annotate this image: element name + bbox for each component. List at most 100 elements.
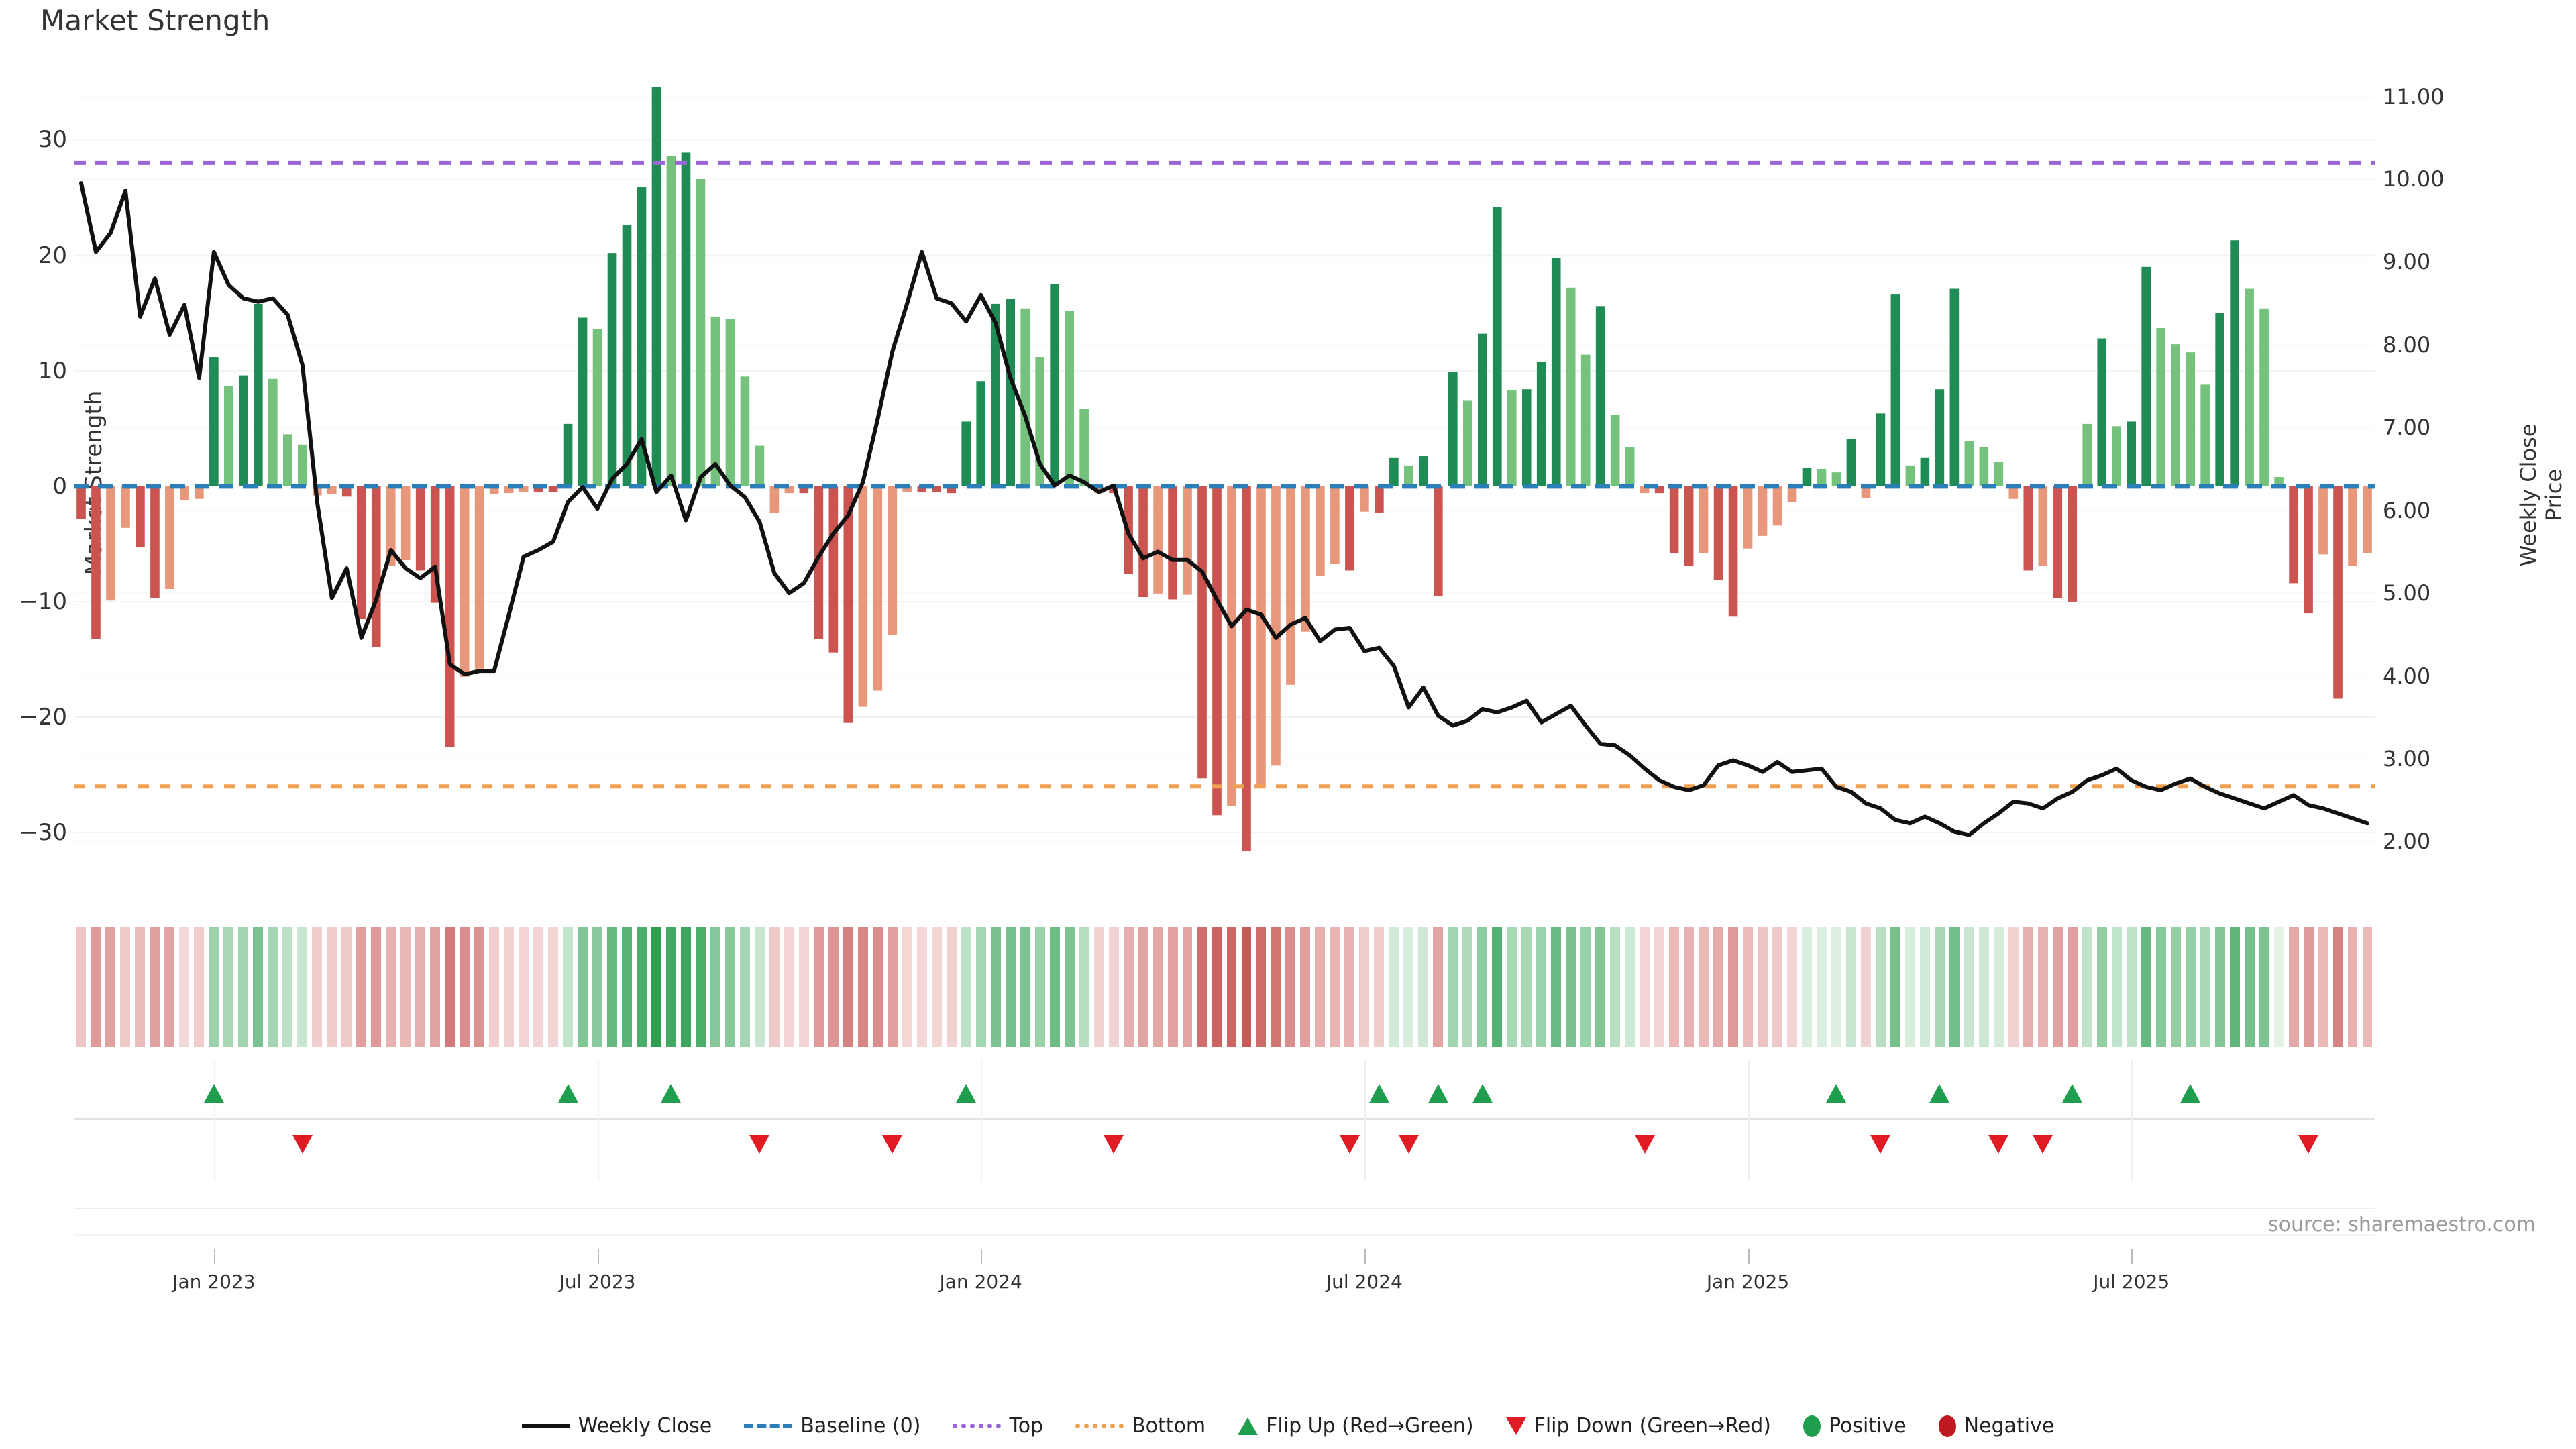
legend-item-bottom[interactable]: Bottom — [1075, 1414, 1205, 1438]
strength-bar — [1876, 413, 1886, 486]
heat-cell — [1241, 927, 1252, 1046]
strength-bar — [2068, 486, 2078, 602]
strength-bar — [1551, 258, 1561, 486]
strength-bar — [2259, 308, 2269, 486]
heat-cell — [784, 927, 794, 1046]
strength-bar — [2008, 486, 2019, 499]
strength-bar — [828, 486, 839, 653]
strength-bar — [592, 329, 602, 486]
legend-item-label: Flip Up (Red→Green) — [1266, 1414, 1474, 1438]
negative-dot-icon — [1938, 1415, 1956, 1437]
strength-bar — [1227, 486, 1236, 806]
strength-bar — [961, 421, 971, 486]
strength-bar — [991, 303, 1001, 486]
heat-cell — [2096, 927, 2107, 1046]
legend-item-top[interactable]: Top — [953, 1414, 1043, 1438]
heat-cell — [1256, 927, 1267, 1046]
heat-cell — [489, 927, 500, 1046]
strength-bar — [1375, 486, 1384, 513]
positive-dot-icon — [1803, 1415, 1821, 1437]
heat-cell — [356, 927, 367, 1046]
strength-heat-strip — [74, 927, 2375, 1046]
strength-bar — [784, 486, 794, 494]
legend-item-baseline[interactable]: Baseline (0) — [744, 1414, 920, 1438]
heat-cell — [1817, 927, 1827, 1046]
strength-bar — [888, 486, 898, 635]
heat-cell — [563, 927, 574, 1046]
heat-cell — [2332, 927, 2343, 1046]
strength-bar — [1065, 311, 1074, 486]
left-axis-tick-label: −30 — [19, 819, 67, 847]
strength-bar — [666, 156, 676, 486]
flip-down-marker — [1988, 1135, 2009, 1154]
flip-up-marker — [1929, 1084, 1950, 1103]
right-axis-tick-label: 7.00 — [2383, 415, 2431, 441]
strength-bar — [224, 386, 233, 486]
heat-cell — [592, 927, 602, 1046]
strength-bar — [2127, 421, 2137, 486]
heat-cell — [1138, 927, 1148, 1046]
flip-panel-gridline — [597, 1060, 599, 1181]
x-axis-tick — [2131, 1249, 2133, 1264]
strength-bar — [696, 178, 706, 486]
heat-cell — [1713, 927, 1724, 1046]
left-axis-tick-label: 20 — [38, 241, 67, 269]
market-strength-chart[interactable] — [74, 59, 2375, 879]
heat-cell — [1949, 927, 1960, 1046]
strength-bar — [1050, 284, 1059, 486]
heat-cell — [297, 927, 308, 1046]
heat-cell — [1831, 927, 1841, 1046]
strength-bar — [268, 378, 278, 486]
strength-bar — [474, 486, 484, 669]
heat-cell — [2082, 927, 2092, 1046]
heat-cell — [2347, 927, 2358, 1046]
legend-item-flip-up[interactable]: Flip Up (Red→Green) — [1238, 1414, 1474, 1438]
heat-cell — [2303, 927, 2314, 1046]
heat-cell — [445, 927, 455, 1046]
legend-item-negative[interactable]: Negative — [1938, 1414, 2054, 1438]
triangle-up-icon — [1238, 1417, 1258, 1435]
flip-down-marker — [2033, 1135, 2053, 1154]
weekly-close-swatch-icon — [521, 1424, 570, 1428]
heat-cell — [1212, 927, 1222, 1046]
x-axis-tick — [597, 1249, 599, 1264]
flip-down-marker — [882, 1135, 903, 1154]
heat-cell — [1271, 927, 1281, 1046]
strength-bar — [150, 486, 160, 598]
strength-bar — [2097, 338, 2107, 486]
heat-cell — [371, 927, 382, 1046]
heat-cell — [415, 927, 426, 1046]
strength-bar — [2141, 266, 2151, 486]
heat-cell — [1610, 927, 1621, 1046]
top-swatch-icon — [953, 1424, 1002, 1428]
heat-cell — [739, 927, 750, 1046]
strength-bar — [2348, 486, 2357, 566]
legend-item-weekly-close[interactable]: Weekly Close — [521, 1414, 712, 1438]
heat-cell — [1758, 927, 1768, 1046]
heat-cell — [769, 927, 780, 1046]
heat-cell — [1521, 927, 1532, 1046]
heat-cell — [724, 927, 735, 1046]
legend-item-positive[interactable]: Positive — [1803, 1414, 1907, 1438]
flip-down-marker — [292, 1135, 313, 1154]
flip-panel-gridline — [2131, 1060, 2133, 1181]
strength-bar — [2112, 426, 2122, 486]
heat-cell — [91, 927, 101, 1046]
heat-cell — [2052, 927, 2063, 1046]
strength-bar — [1360, 486, 1369, 512]
right-axis-ticks: 11.00 10.00 9.00 8.00 7.00 6.00 5.00 4.00 3.00 2.… — [2383, 59, 2517, 879]
heat-cell — [1904, 927, 1915, 1046]
strength-bar — [1802, 468, 1812, 486]
flip-up-marker — [557, 1084, 578, 1103]
triangle-down-icon — [1505, 1417, 1526, 1435]
heat-cell — [282, 927, 293, 1046]
strength-bar — [1920, 457, 1930, 486]
legend-item-flip-down[interactable]: Flip Down (Green→Red) — [1505, 1414, 1771, 1438]
strength-bar — [976, 381, 986, 486]
left-axis-tick-label: 30 — [38, 126, 67, 154]
strength-bar — [2156, 328, 2166, 486]
strength-bar — [1669, 486, 1679, 553]
left-axis-ticks: 30 20 10 0 −10 −20 −30 — [0, 59, 67, 879]
heat-cell — [961, 927, 971, 1046]
heat-cell — [1374, 927, 1385, 1046]
